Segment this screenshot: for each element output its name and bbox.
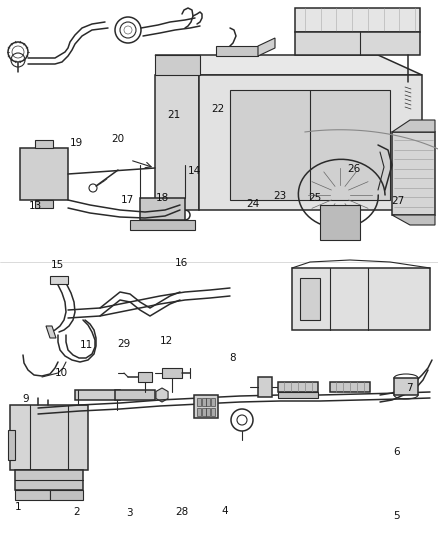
- Polygon shape: [194, 395, 218, 418]
- Polygon shape: [278, 392, 318, 398]
- Polygon shape: [206, 398, 210, 406]
- Text: 27: 27: [391, 197, 404, 206]
- Polygon shape: [330, 382, 370, 392]
- Text: 26: 26: [347, 165, 360, 174]
- Polygon shape: [155, 55, 422, 75]
- Text: 18: 18: [155, 193, 169, 203]
- Polygon shape: [394, 378, 418, 395]
- Text: 9: 9: [22, 394, 29, 403]
- Polygon shape: [230, 90, 390, 200]
- Polygon shape: [20, 148, 68, 200]
- Polygon shape: [201, 398, 206, 406]
- Polygon shape: [156, 388, 168, 402]
- Polygon shape: [211, 398, 215, 406]
- Polygon shape: [155, 75, 199, 210]
- Polygon shape: [35, 140, 53, 148]
- Polygon shape: [201, 408, 206, 416]
- Text: 21: 21: [168, 110, 181, 119]
- Text: 6: 6: [393, 447, 400, 457]
- Text: 15: 15: [50, 261, 64, 270]
- Polygon shape: [75, 390, 120, 400]
- Text: 7: 7: [406, 383, 413, 393]
- Polygon shape: [211, 408, 215, 416]
- Polygon shape: [206, 408, 210, 416]
- Polygon shape: [197, 398, 201, 406]
- Text: 4: 4: [221, 506, 228, 515]
- Polygon shape: [15, 490, 50, 500]
- Polygon shape: [130, 220, 195, 230]
- Polygon shape: [140, 198, 185, 220]
- Polygon shape: [138, 372, 152, 382]
- Text: 16: 16: [175, 258, 188, 268]
- Polygon shape: [216, 46, 258, 56]
- Polygon shape: [155, 55, 200, 75]
- Text: 24: 24: [247, 199, 260, 208]
- Polygon shape: [295, 8, 420, 32]
- Text: 22: 22: [212, 104, 225, 114]
- Polygon shape: [50, 490, 83, 500]
- Polygon shape: [392, 215, 435, 225]
- Circle shape: [330, 185, 350, 205]
- Polygon shape: [292, 268, 430, 330]
- Polygon shape: [392, 120, 435, 132]
- Polygon shape: [300, 278, 320, 320]
- Text: 10: 10: [55, 368, 68, 378]
- Polygon shape: [392, 132, 435, 215]
- Polygon shape: [320, 205, 360, 240]
- Text: 17: 17: [121, 195, 134, 205]
- Polygon shape: [35, 200, 53, 208]
- Polygon shape: [199, 75, 422, 210]
- Polygon shape: [46, 326, 56, 338]
- Text: 20: 20: [111, 134, 124, 143]
- Text: 5: 5: [393, 511, 400, 521]
- Text: 28: 28: [175, 507, 188, 516]
- Text: 11: 11: [80, 341, 93, 350]
- Polygon shape: [258, 377, 272, 397]
- Text: 8: 8: [229, 353, 236, 363]
- Polygon shape: [197, 408, 201, 416]
- Polygon shape: [15, 470, 83, 490]
- Text: 19: 19: [70, 138, 83, 148]
- Text: 25: 25: [309, 193, 322, 203]
- Polygon shape: [8, 430, 15, 460]
- Text: 23: 23: [273, 191, 286, 201]
- Text: 13: 13: [29, 201, 42, 211]
- Text: 14: 14: [188, 166, 201, 175]
- Polygon shape: [162, 368, 182, 378]
- Text: 2: 2: [73, 507, 80, 516]
- Polygon shape: [10, 405, 88, 470]
- Circle shape: [335, 190, 345, 200]
- Text: 1: 1: [15, 503, 22, 512]
- Polygon shape: [295, 32, 420, 55]
- Polygon shape: [278, 382, 318, 392]
- Text: 3: 3: [126, 508, 133, 518]
- Text: 12: 12: [160, 336, 173, 346]
- Polygon shape: [258, 38, 275, 56]
- Polygon shape: [50, 276, 68, 284]
- Text: 29: 29: [117, 339, 130, 349]
- Polygon shape: [115, 390, 155, 400]
